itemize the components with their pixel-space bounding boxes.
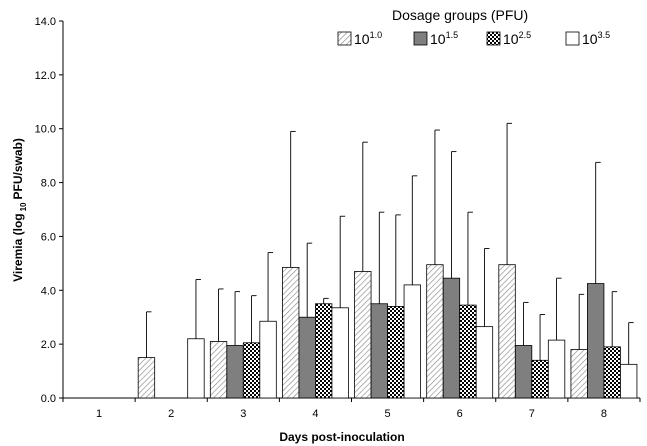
legend-swatch-series4 <box>565 31 580 46</box>
legend-label-exponent: 3.5 <box>598 30 611 40</box>
bar-day6-series4 <box>475 326 494 399</box>
bar-day2-series4 <box>187 338 205 399</box>
legend-label-base: 10 <box>503 31 519 47</box>
x-axis-title: Days post-inoculation <box>279 430 404 444</box>
x-tick-label: 3 <box>240 408 246 420</box>
bar-day5-series3 <box>387 306 405 399</box>
y-tick-label: 2.0 <box>41 339 56 351</box>
bar-day3-series2 <box>226 345 244 399</box>
y-tick-label: 6.0 <box>41 231 56 243</box>
bar-day3-series4 <box>259 320 277 399</box>
bar-day6-series2 <box>442 277 461 399</box>
legend-label-exponent: 2.5 <box>519 30 532 40</box>
bar-day4-series4 <box>331 307 349 399</box>
bar-day8-series3 <box>603 346 621 399</box>
bar-day4-series1 <box>282 266 300 399</box>
legend: Dosage groups (PFU) 101.0 101.5 102.5 103.5 <box>337 7 610 47</box>
bar-day3-series1 <box>209 341 228 399</box>
legend-swatch-series2 <box>413 31 428 46</box>
bar-day7-series4 <box>547 339 566 399</box>
y-axis-title-part-2: PFU/swab) <box>11 138 25 199</box>
bar-day8-series2 <box>587 283 605 399</box>
bar-day7-series1 <box>498 264 516 399</box>
x-tick-label: 4 <box>312 408 318 420</box>
x-tick-label: 7 <box>529 408 535 420</box>
x-tick-label: 2 <box>168 408 174 420</box>
legend-label-exponent: 1.5 <box>446 30 459 40</box>
legend-label-base: 10 <box>430 31 446 47</box>
bar-day8-series1 <box>570 349 588 399</box>
x-tick-label: 1 <box>96 408 102 420</box>
bar-day4-series2 <box>298 316 316 399</box>
bar-day2-series1 <box>137 357 156 399</box>
bar-day7-series2 <box>514 345 533 399</box>
legend-label-series2: 101.5 <box>430 30 458 47</box>
x-tick-label: 5 <box>385 408 391 420</box>
bar-day5-series2 <box>370 303 388 399</box>
y-tick-label: 8.0 <box>41 178 56 190</box>
y-tick-label: 0.0 <box>41 393 56 405</box>
y-axis-title: Viremia (log 10 PFU/swab) <box>11 138 28 282</box>
y-axis-title-subscript: 10 <box>19 202 28 211</box>
legend-label-series3: 102.5 <box>503 30 531 47</box>
bar-day8-series4 <box>620 363 638 399</box>
bar-day5-series4 <box>403 284 421 399</box>
y-tick-label: 12.0 <box>35 70 56 82</box>
bar-day4-series3 <box>315 303 333 399</box>
bar-groups <box>137 122 638 399</box>
y-tick-label: 4.0 <box>41 285 56 297</box>
x-tick-label: 6 <box>457 408 463 420</box>
y-tick-label: 10.0 <box>35 124 56 136</box>
legend-title: Dosage groups (PFU) <box>392 7 528 23</box>
legend-label-base: 10 <box>582 31 598 47</box>
legend-label-exponent: 1.0 <box>370 30 383 40</box>
legend-label-base: 10 <box>354 31 370 47</box>
x-ticks: 1 2 3 4 5 6 7 8 <box>62 398 641 420</box>
legend-swatch-series1 <box>337 31 352 46</box>
y-ticks: 0.0 2.0 4.0 6.0 8.0 10.0 12.0 14.0 <box>35 16 63 405</box>
bar-day6-series3 <box>459 304 477 399</box>
x-tick-label: 8 <box>601 408 607 420</box>
bar-day3-series3 <box>242 342 261 399</box>
bar-day5-series1 <box>354 271 372 399</box>
legend-swatch-series3 <box>486 31 501 46</box>
y-tick-label: 14.0 <box>35 16 56 28</box>
y-axis-title-part-1: Viremia (log <box>11 213 25 281</box>
bar-day6-series1 <box>426 264 444 399</box>
legend-label-series4: 103.5 <box>582 30 610 47</box>
legend-label-series1: 101.0 <box>354 30 382 47</box>
bar-day7-series3 <box>531 359 549 399</box>
